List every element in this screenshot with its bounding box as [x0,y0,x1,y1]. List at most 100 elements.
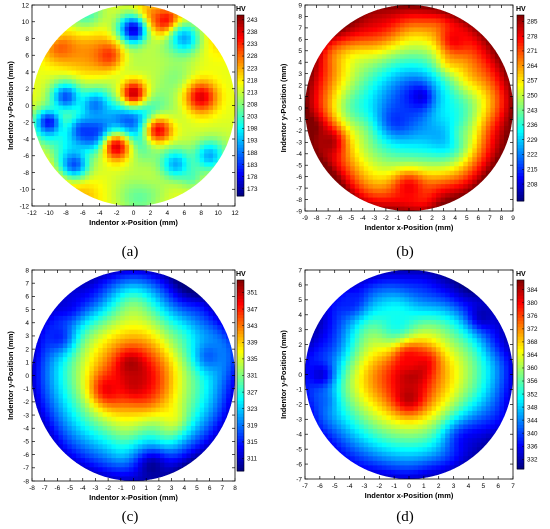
heatmap-cell [49,306,55,312]
heatmap-cell [58,302,64,308]
heatmap-cell [120,453,126,459]
heatmap-cell [89,352,95,358]
heatmap-cell [115,66,121,72]
heatmap-cell [120,101,126,107]
heatmap-cell [204,39,210,45]
heatmap-cell [458,197,464,203]
heatmap-cell [133,192,139,198]
heatmap-cell [386,49,392,55]
colorbar-swatch [517,185,524,190]
heatmap-cell [454,157,460,163]
heatmap-cell [142,467,148,473]
heatmap-cell [440,22,446,28]
heatmap-cell [390,125,397,131]
heatmap-cell [102,88,108,93]
heatmap-cell [76,118,82,124]
heatmap-cell [445,112,451,118]
heatmap-cell [323,49,329,55]
heatmap-cell [368,121,374,127]
heatmap-cell [431,9,437,15]
heatmap-cell [155,144,161,150]
heatmap-cell [336,40,342,46]
heatmap-cell [436,76,442,82]
heatmap-cell [221,118,227,124]
heatmap-cell [485,36,491,42]
heatmap-cell [413,99,419,105]
heatmap-cell [80,184,86,190]
colorbar-tick-label: 188 [247,150,258,157]
heatmap-cell [49,439,55,445]
heatmap-cell [390,179,397,185]
heatmap-cell [336,179,342,185]
heatmap-cell [431,99,437,105]
heatmap-cell [80,127,86,133]
heatmap-cell [427,202,433,208]
heatmap-cell [458,49,464,55]
heatmap-cell [98,74,104,80]
heatmap-cell [226,131,232,137]
heatmap-cell [404,54,410,60]
heatmap-cell [190,74,196,80]
heatmap-cell [177,118,183,124]
heatmap-cell [124,31,130,37]
heatmap-cell [115,92,121,98]
heatmap-cell [155,149,161,155]
heatmap-cell [115,5,121,10]
heatmap-cell [164,101,170,107]
heatmap-cell [129,334,135,340]
heatmap-cell [133,35,139,41]
heatmap-cell [84,380,90,386]
colorbar-swatch [237,99,244,103]
heatmap-cell [395,116,401,123]
heatmap-cell [155,127,161,133]
heatmap-cell [190,109,196,115]
heatmap-cell [67,458,73,464]
heatmap-cell [115,26,121,32]
heatmap-cell [49,131,55,137]
heatmap-cell [76,184,82,190]
heatmap-cell [155,5,161,10]
heatmap-cell [151,83,157,89]
heatmap-cell [107,48,113,54]
heatmap-cell [129,66,135,72]
heatmap-cell [71,292,77,299]
heatmap-cell [137,302,143,308]
heatmap-cell [93,53,99,59]
heatmap-cell [418,54,424,60]
heatmap-cell [107,352,113,358]
heatmap-cell [431,13,437,20]
heatmap-cells [305,5,513,211]
heatmap-cell [445,125,451,131]
heatmap-cell [332,85,338,91]
heatmap-cell [102,74,108,80]
heatmap-cell [204,136,210,142]
heatmap-cell [404,40,410,46]
heatmap-cell [381,31,387,37]
heatmap-cell [208,92,214,98]
heatmap-cell [142,48,148,54]
heatmap-cell [436,143,442,149]
heatmap-cell [177,18,183,24]
heatmap-cell [395,152,401,158]
heatmap-cell [124,35,130,41]
heatmap-cell [111,179,117,185]
heatmap-cell [395,184,401,190]
heatmap-cell [84,361,90,367]
heatmap-cell [226,66,232,72]
heatmap-cell [399,72,406,78]
heatmap-cell [436,5,442,11]
heatmap-cell [418,121,424,127]
heatmap-cell [67,118,73,124]
heatmap-cell [345,152,351,158]
heatmap-cell [409,161,415,167]
heatmap-cell [40,338,46,344]
heatmap-cell [137,292,143,299]
heatmap-cell [458,27,464,33]
heatmap-cell [359,81,365,87]
heatmap-cell [129,398,135,404]
heatmap-cell [173,175,179,181]
heatmap-cell [142,453,148,459]
heatmap-cell [98,407,104,413]
heatmap-cell [129,166,135,172]
heatmap-cell [111,118,117,124]
